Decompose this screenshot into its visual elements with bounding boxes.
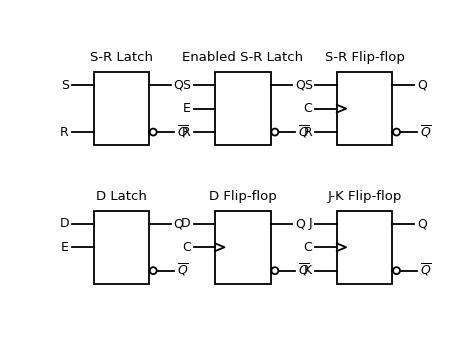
Text: J-K Flip-flop: J-K Flip-flop (328, 190, 402, 203)
Text: Q: Q (295, 217, 305, 230)
Circle shape (393, 267, 400, 274)
Text: S-R Latch: S-R Latch (90, 51, 153, 64)
Text: $\overline{Q}$: $\overline{Q}$ (420, 262, 432, 278)
Text: C: C (303, 241, 312, 254)
Text: S: S (61, 79, 69, 92)
Text: Enabled S-R Latch: Enabled S-R Latch (182, 51, 303, 64)
Text: D: D (181, 217, 191, 230)
Text: S-R Flip-flop: S-R Flip-flop (325, 51, 404, 64)
Text: $\overline{Q}$: $\overline{Q}$ (420, 123, 432, 140)
Circle shape (393, 129, 400, 135)
Text: Q: Q (295, 79, 305, 92)
Text: R: R (182, 126, 191, 139)
Circle shape (150, 267, 157, 274)
Bar (337, 72, 392, 145)
Text: J: J (309, 217, 312, 230)
Text: $\overline{Q}$: $\overline{Q}$ (298, 262, 310, 278)
Text: $\overline{Q}$: $\overline{Q}$ (177, 123, 189, 140)
Text: E: E (182, 102, 191, 115)
Text: D Latch: D Latch (96, 190, 146, 203)
Circle shape (272, 267, 278, 274)
Text: Q: Q (417, 79, 427, 92)
Text: Q: Q (417, 217, 427, 230)
Bar (215, 72, 271, 145)
Text: R: R (303, 126, 312, 139)
Circle shape (150, 129, 157, 135)
Text: $\overline{Q}$: $\overline{Q}$ (298, 123, 310, 140)
Text: C: C (303, 102, 312, 115)
Bar (215, 211, 271, 284)
Bar (93, 72, 149, 145)
Text: D: D (59, 217, 69, 230)
Text: Q: Q (173, 217, 183, 230)
Circle shape (272, 129, 278, 135)
Text: S: S (304, 79, 312, 92)
Text: D Flip-flop: D Flip-flop (209, 190, 277, 203)
Text: S: S (182, 79, 191, 92)
Text: K: K (304, 264, 312, 277)
Text: R: R (60, 126, 69, 139)
Text: Q: Q (173, 79, 183, 92)
Bar (93, 211, 149, 284)
Bar (337, 211, 392, 284)
Text: C: C (182, 241, 191, 254)
Text: $\overline{Q}$: $\overline{Q}$ (177, 262, 189, 278)
Text: E: E (61, 241, 69, 254)
